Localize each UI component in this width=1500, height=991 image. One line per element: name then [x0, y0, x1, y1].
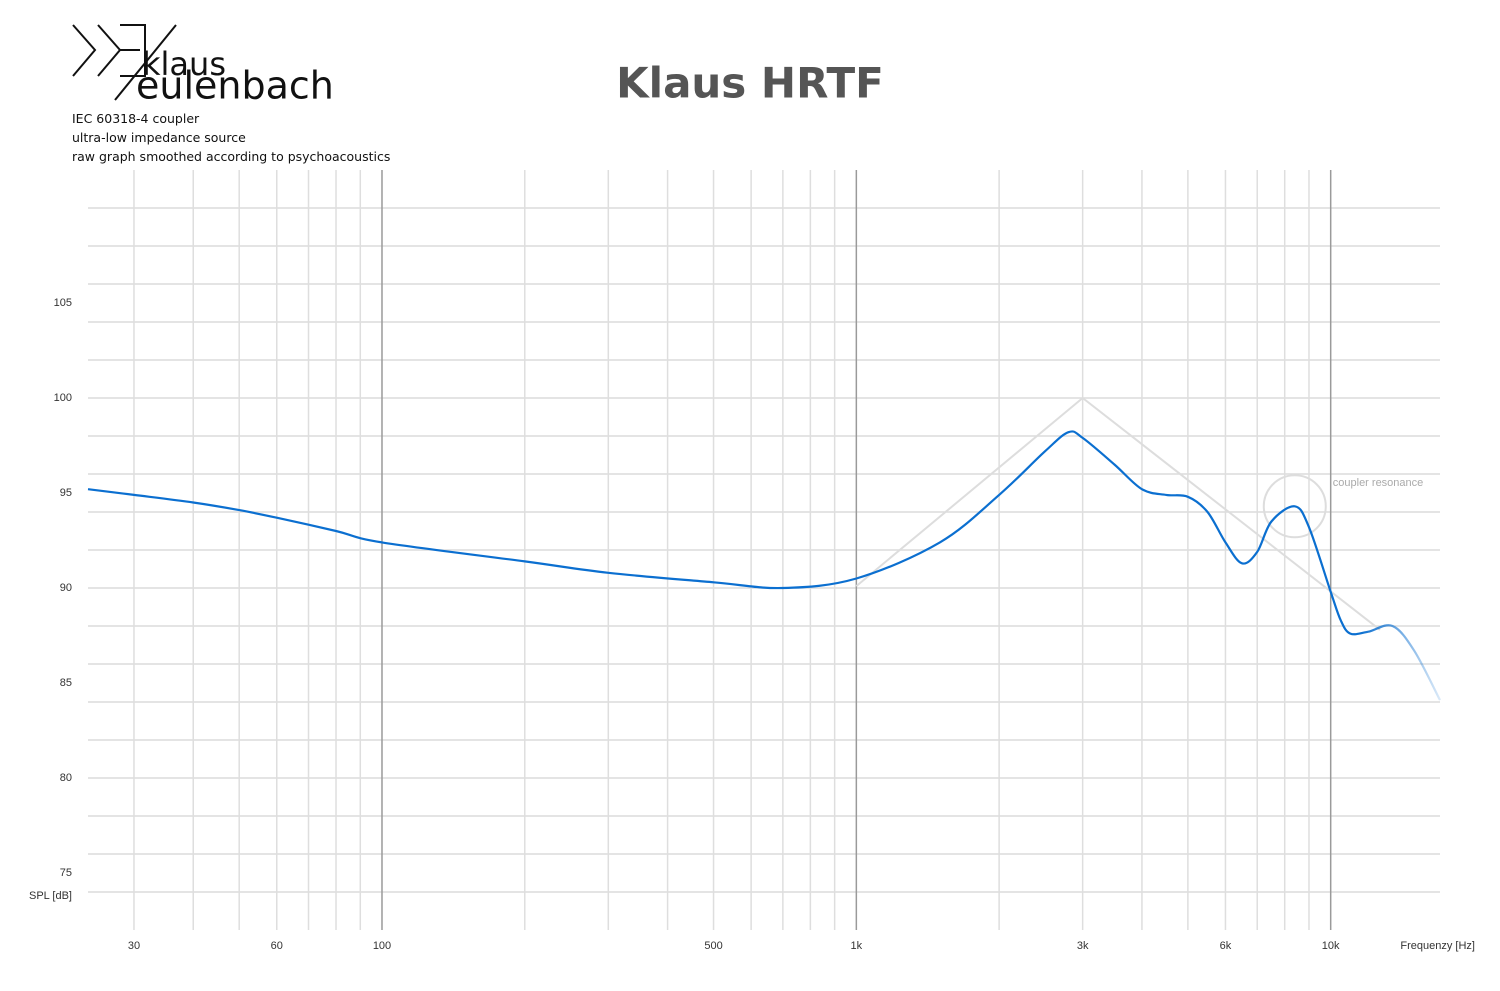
x-tick-label: 60 [271, 940, 283, 952]
annotation: coupler resonance [1333, 477, 1424, 489]
logo-text: eulenbach [136, 64, 334, 108]
y-tick-label: 90 [60, 582, 72, 594]
x-tick-label: 1k [851, 940, 863, 952]
logo: klaus eulenbach [72, 24, 334, 108]
target-line [855, 396, 1381, 631]
logo-text: klaus [142, 45, 226, 83]
y-tick-label: 80 [60, 772, 72, 784]
x-tick-label: 3k [1077, 940, 1089, 952]
y-tick-label: 100 [54, 392, 72, 404]
x-tick-label: 6k [1220, 940, 1232, 952]
y-tick-label: 85 [60, 677, 72, 689]
note: IEC 60318-4 coupler [72, 111, 200, 126]
y-tick-label: 105 [54, 297, 72, 309]
y-tick-label: 75 [60, 867, 72, 879]
response-line [87, 430, 1441, 701]
note: raw graph smoothed according to psychoac… [72, 149, 390, 164]
y-axis-label: SPL [dB] [29, 890, 72, 902]
x-tick-label: 30 [128, 940, 140, 952]
annotation-circle [1262, 474, 1327, 539]
x-tick-label: 10k [1322, 940, 1340, 952]
y-tick-label: 95 [60, 487, 72, 499]
chart-title: Klaus HRTF [616, 59, 884, 108]
x-tick-label: 100 [373, 940, 391, 952]
x-tick-label: 500 [704, 940, 722, 952]
grid: 75 80 85 90 95 100 105 30 60 100 500 1k 3k 6k 10k [54, 170, 1440, 952]
x-axis-label: Frequenzy [Hz] [1400, 940, 1475, 952]
note: ultra-low impedance source [72, 130, 246, 145]
plot: coupler resonance [87, 396, 1441, 701]
